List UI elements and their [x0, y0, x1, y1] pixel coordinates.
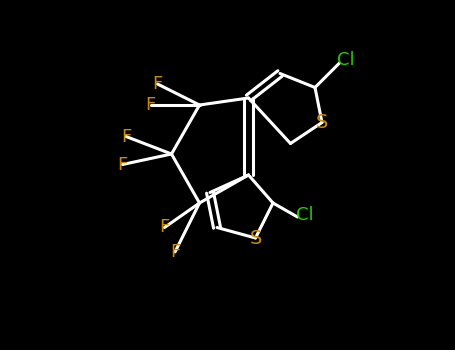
Text: S: S	[249, 229, 262, 247]
Text: F: F	[152, 75, 162, 93]
Text: Cl: Cl	[296, 206, 313, 224]
Text: S: S	[316, 113, 328, 132]
Text: Cl: Cl	[337, 51, 354, 69]
Text: F: F	[121, 127, 131, 146]
Text: F: F	[170, 243, 180, 261]
Text: F: F	[146, 96, 156, 114]
Text: F: F	[159, 218, 170, 237]
Text: F: F	[117, 155, 127, 174]
